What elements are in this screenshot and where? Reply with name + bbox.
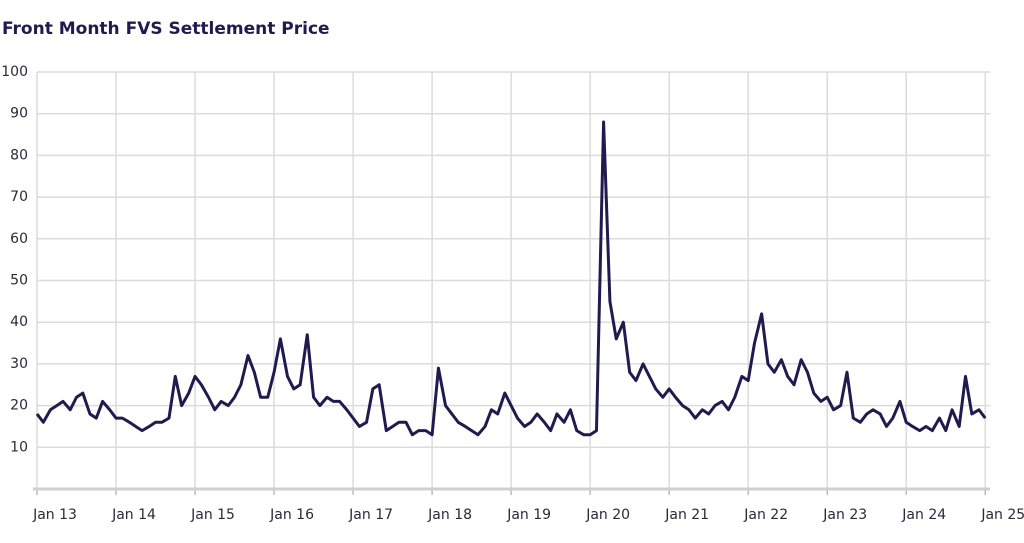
y-tick-label: 50 bbox=[10, 273, 28, 289]
line-series bbox=[35, 120, 987, 437]
y-tick-label: 70 bbox=[10, 189, 28, 205]
y-tick-label: 30 bbox=[10, 356, 28, 372]
x-tick-label: Jan 20 bbox=[585, 507, 630, 523]
x-tick-label: Jan 17 bbox=[348, 507, 393, 523]
x-tick-label: Jan 24 bbox=[901, 507, 946, 523]
chart-title: Front Month FVS Settlement Price bbox=[2, 19, 330, 39]
y-tick-label: 40 bbox=[10, 314, 28, 330]
x-tick-label: Jan 16 bbox=[269, 507, 314, 523]
x-tick-label: Jan 18 bbox=[427, 507, 472, 523]
y-tick-label: 10 bbox=[10, 439, 28, 455]
x-tick-label: Jan 15 bbox=[190, 507, 235, 523]
y-tick-label: 90 bbox=[10, 106, 28, 122]
x-tick-label: Jan 22 bbox=[743, 507, 788, 523]
y-tick-label: 20 bbox=[10, 398, 28, 414]
y-tick-label: 80 bbox=[10, 147, 28, 163]
x-tick-label: Jan 23 bbox=[822, 507, 867, 523]
x-tick-label: Jan 21 bbox=[664, 507, 709, 523]
y-tick-label: 100 bbox=[1, 64, 28, 80]
x-tick-label: Jan 25 bbox=[980, 507, 1024, 523]
x-tick-label: Jan 19 bbox=[506, 507, 551, 523]
x-tick-label: Jan 14 bbox=[111, 507, 156, 523]
x-tick-label: Jan 13 bbox=[32, 507, 77, 523]
y-tick-label: 60 bbox=[10, 231, 28, 247]
